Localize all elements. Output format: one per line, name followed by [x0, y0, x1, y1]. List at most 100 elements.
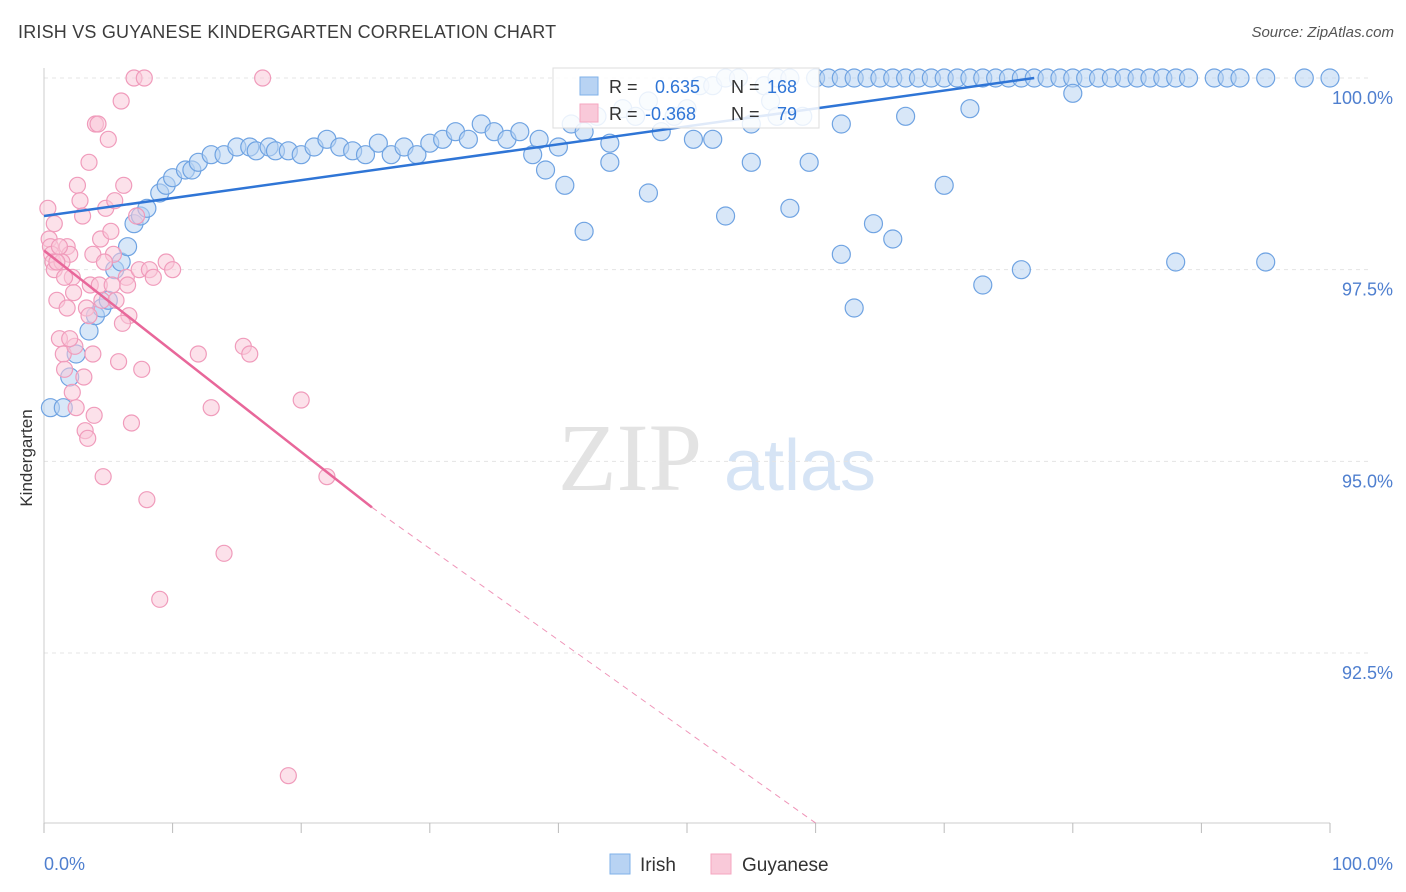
guyanese-point — [127, 207, 146, 225]
bottom-legend-swatch-guyanese — [710, 853, 732, 875]
irish-point — [535, 160, 556, 180]
y-tick-label: 100.0% — [1332, 88, 1393, 108]
irish-point — [844, 298, 864, 318]
guyanese-point — [118, 276, 137, 294]
irish-point — [355, 145, 376, 165]
guyanese-point — [318, 468, 336, 486]
guyanese-point — [79, 429, 97, 447]
bottom-legend-label-irish: Irish — [640, 855, 676, 876]
irish-point — [973, 275, 993, 295]
guyanese-point — [61, 330, 79, 348]
irish-point — [117, 237, 138, 257]
irish-point — [1166, 252, 1186, 272]
irish-point — [799, 152, 819, 172]
y-tick-label: 92.5% — [1342, 663, 1393, 683]
irish-point — [863, 214, 884, 234]
guyanese-point — [55, 268, 74, 286]
guyanese-point — [151, 590, 169, 608]
guyanese-point — [58, 299, 76, 317]
watermark-atlas: atlas — [724, 426, 876, 506]
guyanese-point — [279, 767, 297, 785]
irish-point — [741, 152, 761, 172]
bottom-legend: Irish Guyanese — [609, 853, 829, 876]
irish-point — [780, 198, 800, 218]
irish-point — [638, 183, 659, 203]
y-tick-label: 95.0% — [1342, 471, 1393, 491]
guyanese-point — [94, 468, 112, 486]
irish-point — [574, 221, 594, 241]
guyanese-point — [75, 368, 93, 386]
irish-point — [831, 114, 851, 134]
guyanese-point — [99, 130, 117, 148]
guyanese-point — [67, 399, 85, 417]
y-tick-labels: 92.5% 95.0% 97.5% 100.0% — [1332, 88, 1393, 683]
irish-point — [1320, 68, 1340, 88]
guyanese-point — [71, 192, 89, 210]
guyanese-point — [95, 253, 114, 271]
legend-swatch-irish — [579, 76, 599, 96]
y-tick-label: 97.5% — [1342, 280, 1393, 300]
guyanese-trend-extension — [371, 506, 816, 824]
guyanese-point — [45, 215, 63, 233]
guyanese-point — [80, 307, 98, 325]
irish-point — [368, 133, 388, 153]
guyanese-point — [133, 360, 151, 378]
watermark-zip: ZIP — [558, 404, 702, 511]
irish-point — [548, 137, 569, 157]
x-ticks — [43, 823, 1331, 833]
guyanese-r-label: R = — [609, 104, 638, 124]
guyanese-point — [89, 115, 107, 133]
guyanese-point — [80, 153, 98, 171]
guyanese-point — [112, 92, 130, 110]
bottom-legend-swatch-irish — [609, 853, 631, 875]
irish-r-label: R = — [609, 77, 638, 97]
guyanese-point — [292, 391, 310, 409]
irish-n-label: N = — [731, 77, 760, 97]
guyanese-n-label: N = — [731, 104, 760, 124]
chart-source: Source: ZipAtlas.com — [1251, 24, 1394, 41]
irish-point — [703, 129, 723, 149]
chart-title: IRISH VS GUYANESE KINDERGARTEN CORRELATI… — [18, 22, 557, 42]
stats-legend: R = 0.635 N = 168 R = -0.368 N = 79 — [552, 67, 820, 129]
guyanese-point — [241, 345, 259, 363]
irish-point — [1294, 68, 1314, 88]
irish-point — [715, 206, 736, 226]
legend-swatch-guyanese — [579, 103, 599, 123]
guyanese-point — [202, 399, 220, 417]
irish-point — [458, 129, 478, 149]
y-axis-label: Kindergarten — [17, 409, 36, 506]
irish-point — [960, 99, 980, 119]
irish-point — [896, 106, 916, 126]
guyanese-point — [122, 414, 141, 432]
guyanese-point — [144, 268, 162, 286]
guyanese-point — [55, 360, 74, 378]
irish-point — [934, 175, 954, 195]
guyanese-r-value: -0.368 — [645, 104, 696, 124]
guyanese-point — [103, 276, 121, 294]
guyanese-point — [254, 69, 272, 87]
irish-point — [1063, 83, 1083, 103]
guyanese-point — [68, 176, 87, 194]
guyanese-point — [215, 544, 233, 562]
guyanese-point — [138, 491, 156, 509]
guyanese-trend-line — [43, 249, 373, 509]
guyanese-point — [135, 69, 153, 87]
grid-lines — [44, 77, 1370, 654]
guyanese-point — [84, 345, 102, 363]
guyanese-point — [189, 345, 207, 363]
guyanese-point — [164, 261, 182, 279]
guyanese-point — [63, 383, 81, 401]
irish-point — [683, 129, 704, 149]
guyanese-n-value: 79 — [777, 104, 797, 124]
irish-n-value: 168 — [767, 77, 797, 97]
irish-point — [1256, 252, 1276, 272]
guyanese-point — [113, 314, 132, 332]
irish-point — [1011, 260, 1031, 280]
guyanese-point — [102, 222, 120, 240]
irish-point — [600, 152, 620, 172]
irish-point — [831, 244, 851, 264]
guyanese-point — [115, 176, 133, 194]
irish-point — [1178, 68, 1199, 88]
x-tick-label-max: 100.0% — [1332, 854, 1393, 874]
